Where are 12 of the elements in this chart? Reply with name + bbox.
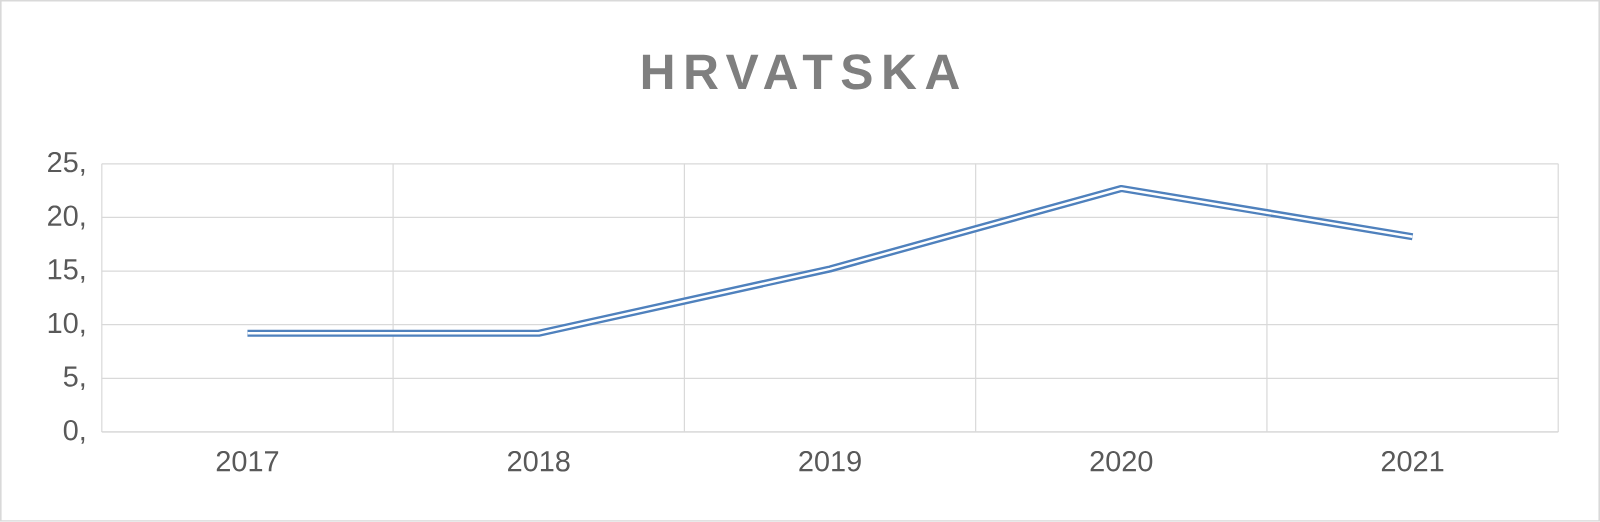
y-tick-label: 5, xyxy=(63,366,85,391)
y-tick-label: 10, xyxy=(48,312,85,337)
x-tick-label: 2020 xyxy=(1090,451,1153,472)
y-tick-label: 15, xyxy=(48,259,85,283)
y-tick-label: 20, xyxy=(48,205,85,230)
chart-title: HRVATSKA xyxy=(642,54,960,90)
x-tick-label: 2018 xyxy=(508,451,570,472)
y-tick-label: 0, xyxy=(63,420,85,444)
x-tick-label: 2017 xyxy=(216,451,279,472)
y-tick-label: 25, xyxy=(48,152,85,176)
x-tick-label: 2021 xyxy=(1381,451,1444,472)
x-tick-label: 2019 xyxy=(799,451,861,472)
